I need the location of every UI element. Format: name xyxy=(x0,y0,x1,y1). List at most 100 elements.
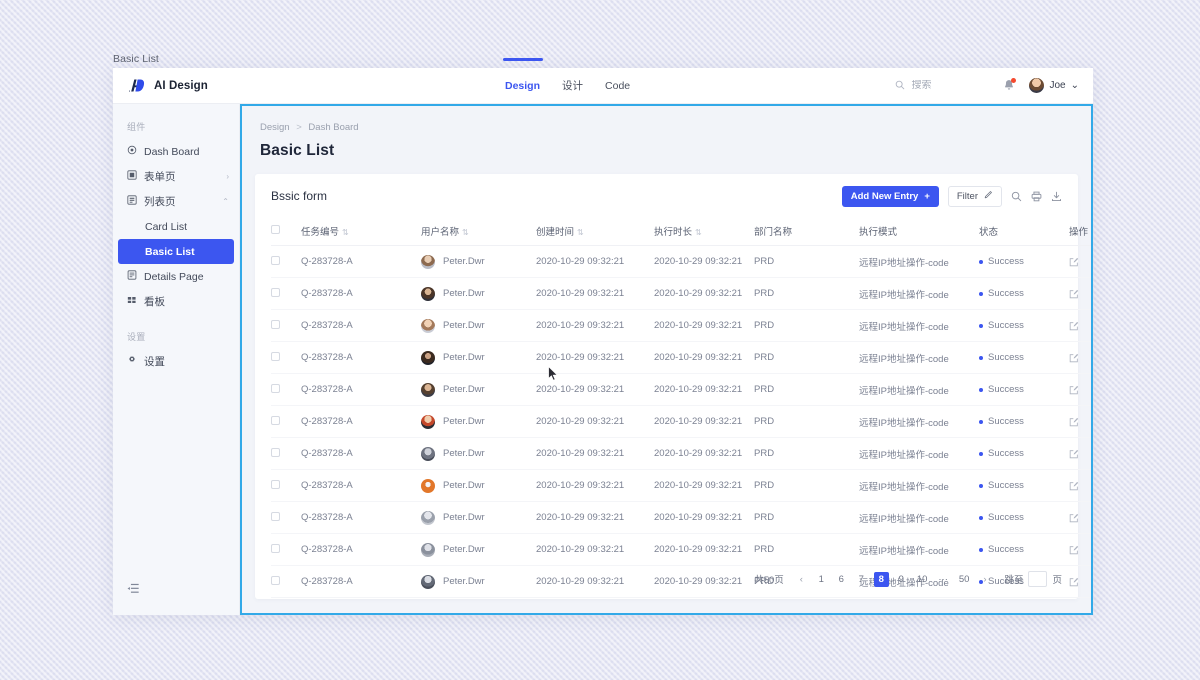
edit-icon[interactable] xyxy=(1069,513,1079,523)
table-row[interactable]: Q-283728-A Peter.Dwr 2020-10-29 09:32:21 20… xyxy=(271,373,1093,406)
pagination-page-9[interactable]: 9 xyxy=(898,573,904,585)
artboard-label: Basic List xyxy=(113,53,159,65)
sidebar-item-kanban[interactable]: 看板 xyxy=(113,289,239,314)
add-new-entry-button[interactable]: Add New Entry + xyxy=(841,185,939,207)
user-menu[interactable]: Joe ⌄ xyxy=(1029,78,1079,93)
pagination-next[interactable]: › xyxy=(983,573,987,585)
form-icon xyxy=(127,170,137,183)
pagination-prev[interactable]: ‹ xyxy=(799,573,803,585)
search-icon[interactable] xyxy=(1011,191,1022,202)
pagination-page-8[interactable]: 8 xyxy=(873,571,889,587)
pagination-page-6[interactable]: 6 xyxy=(838,573,844,585)
table-row[interactable]: Q-283728-A Peter.Dwr 2020-10-29 09:32:21 20… xyxy=(271,341,1093,374)
card-header: Bssic form Add New Entry + Filter xyxy=(255,174,1078,218)
card-title: Bssic form xyxy=(271,189,328,203)
pagination-page-1[interactable]: 1 xyxy=(818,573,824,585)
header-search[interactable] xyxy=(895,77,990,95)
th-dept: 部门名称 xyxy=(754,218,859,246)
cell-ops xyxy=(1069,277,1093,310)
row-checkbox[interactable] xyxy=(271,319,280,329)
row-checkbox[interactable] xyxy=(271,287,280,297)
table-row[interactable]: Q-283728-A Peter.Dwr 2020-10-29 09:32:21 20… xyxy=(271,501,1093,534)
sidebar-item-form-page[interactable]: 表单页 › xyxy=(113,164,239,189)
delete-icon[interactable] xyxy=(1091,545,1093,555)
cell-dept: PRD xyxy=(754,501,859,534)
edit-icon[interactable] xyxy=(1069,481,1079,491)
sidebar-item-basic-list[interactable]: Basic List xyxy=(118,239,234,264)
table-row[interactable]: Q-283728-A Peter.Dwr 2020-10-29 09:32:21 20… xyxy=(271,405,1093,438)
pagination-jump-input[interactable] xyxy=(1028,571,1048,587)
delete-icon[interactable] xyxy=(1091,289,1093,299)
notification-button[interactable] xyxy=(1003,78,1017,92)
tab-code[interactable]: Code xyxy=(605,68,630,104)
cell-checkbox xyxy=(271,437,301,470)
delete-icon[interactable] xyxy=(1091,577,1093,587)
delete-icon[interactable] xyxy=(1091,321,1093,331)
th-select-all xyxy=(271,218,301,246)
edit-icon[interactable] xyxy=(1069,449,1079,459)
delete-icon[interactable] xyxy=(1091,385,1093,395)
filter-button[interactable]: Filter xyxy=(947,185,1002,207)
select-all-checkbox[interactable] xyxy=(271,225,280,234)
delete-icon[interactable] xyxy=(1091,513,1093,523)
row-checkbox[interactable] xyxy=(271,415,280,425)
row-checkbox[interactable] xyxy=(271,575,280,585)
breadcrumb-item-design[interactable]: Design xyxy=(260,122,290,133)
table-row[interactable]: Q-283728-A Peter.Dwr 2020-10-29 09:32:21 20… xyxy=(271,245,1093,278)
row-checkbox[interactable] xyxy=(271,511,280,521)
pagination-page-50[interactable]: 50 xyxy=(958,573,970,585)
edit-icon[interactable] xyxy=(1069,417,1079,427)
breadcrumb-item-dash-board[interactable]: Dash Board xyxy=(308,122,359,133)
row-checkbox[interactable] xyxy=(271,255,280,265)
cell-ops xyxy=(1069,533,1093,566)
cell-mode: 远程IP地址操作-code xyxy=(859,373,979,406)
th-created-at[interactable]: 创建时间 ⇅ xyxy=(536,218,654,246)
edit-icon[interactable] xyxy=(1069,577,1079,587)
table-row[interactable]: Q-283728-A Peter.Dwr 2020-10-29 09:32:21 20… xyxy=(271,565,1093,598)
table-row[interactable]: Q-283728-A Peter.Dwr 2020-10-29 09:32:21 20… xyxy=(271,277,1093,310)
tab-design[interactable]: Design xyxy=(502,57,543,104)
th-exec-time-label: 执行时长 xyxy=(654,227,693,238)
edit-icon[interactable] xyxy=(1069,385,1079,395)
delete-icon[interactable] xyxy=(1091,417,1093,427)
edit-icon[interactable] xyxy=(1069,289,1079,299)
row-checkbox[interactable] xyxy=(271,351,280,361)
print-icon[interactable] xyxy=(1031,191,1042,202)
th-ops: 操作 xyxy=(1069,218,1091,246)
delete-icon[interactable] xyxy=(1091,481,1093,491)
sidebar-item-list-page[interactable]: 列表页 ⌃ xyxy=(113,189,239,214)
pagination-page-7[interactable]: 7 xyxy=(858,573,864,585)
download-icon[interactable] xyxy=(1051,191,1062,202)
sidebar-item-details-page[interactable]: Details Page xyxy=(113,264,239,289)
row-checkbox[interactable] xyxy=(271,479,280,489)
edit-icon[interactable] xyxy=(1069,257,1079,267)
table-row[interactable]: Q-283728-A Peter.Dwr 2020-10-29 09:32:21 20… xyxy=(271,533,1093,566)
brand[interactable]: AI Design xyxy=(113,76,240,95)
edit-icon[interactable] xyxy=(1069,321,1079,331)
th-exec-time[interactable]: 执行时长 ⇅ xyxy=(654,218,754,246)
delete-icon[interactable] xyxy=(1091,449,1093,459)
table-head: 任务编号 ⇅ 用户名称 ⇅ 创建时间 ⇅ 执行时长 ⇅ 部门名称 xyxy=(271,218,1091,246)
pagination-page-10[interactable]: 10 xyxy=(916,573,928,585)
tab-sheji[interactable]: 设计 xyxy=(562,68,583,104)
edit-icon[interactable] xyxy=(1069,545,1079,555)
table-row[interactable]: Q-283728-A Peter.Dwr 2020-10-29 09:32:21 20… xyxy=(271,437,1093,470)
row-checkbox[interactable] xyxy=(271,543,280,553)
cell-task-id: Q-283728-A xyxy=(301,501,421,534)
delete-icon[interactable] xyxy=(1091,257,1093,267)
search-input[interactable] xyxy=(911,80,990,91)
cell-user: Peter.Dwr xyxy=(421,373,536,406)
menu-fold-icon[interactable] xyxy=(127,581,139,599)
row-checkbox[interactable] xyxy=(271,383,280,393)
sidebar-item-settings[interactable]: 设置 xyxy=(113,349,239,374)
row-checkbox[interactable] xyxy=(271,447,280,457)
status-badge: Success xyxy=(988,480,1024,491)
sidebar-item-card-list[interactable]: Card List xyxy=(113,214,239,239)
table-row[interactable]: Q-283728-A Peter.Dwr 2020-10-29 09:32:21 20… xyxy=(271,469,1093,502)
sidebar-item-dash-board[interactable]: Dash Board xyxy=(113,139,239,164)
delete-icon[interactable] xyxy=(1091,353,1093,363)
th-task-id[interactable]: 任务编号 ⇅ xyxy=(301,218,421,246)
table-row[interactable]: Q-283728-A Peter.Dwr 2020-10-29 09:32:21 20… xyxy=(271,309,1093,342)
edit-icon[interactable] xyxy=(1069,353,1079,363)
th-user[interactable]: 用户名称 ⇅ xyxy=(421,218,536,246)
